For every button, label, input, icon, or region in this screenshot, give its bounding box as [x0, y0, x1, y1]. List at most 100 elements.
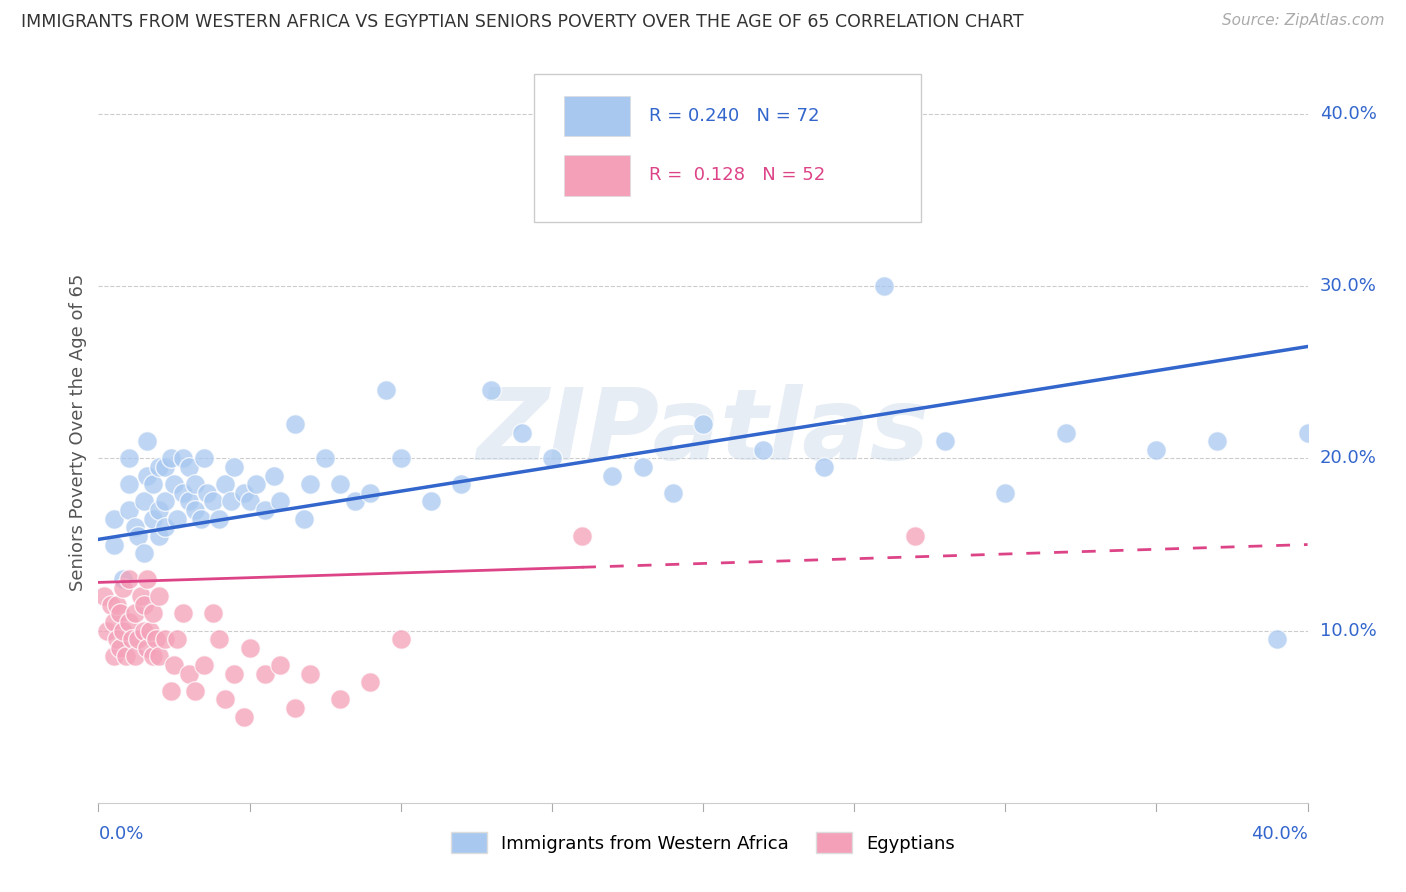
Point [420, 494, 443, 508]
Point [148, 460, 170, 475]
Point [132, 624, 155, 638]
Point [172, 607, 194, 621]
Point [148, 529, 170, 543]
Point [103, 537, 125, 551]
Point [103, 649, 125, 664]
Point [118, 477, 141, 491]
Point [1144, 442, 1167, 457]
Point [284, 417, 307, 431]
Point [179, 666, 201, 681]
Text: 40.0%: 40.0% [1320, 105, 1376, 123]
Point [994, 486, 1017, 500]
Point [571, 193, 593, 207]
Point [602, 468, 624, 483]
Point [873, 279, 896, 293]
Point [1206, 434, 1229, 449]
Point [184, 477, 207, 491]
Point [195, 486, 218, 500]
Point [153, 632, 176, 647]
Point [135, 434, 157, 449]
Point [299, 477, 322, 491]
Text: R = 0.240   N = 72: R = 0.240 N = 72 [648, 107, 820, 125]
Point [118, 503, 141, 517]
Text: 10.0%: 10.0% [1320, 622, 1376, 640]
Point [153, 520, 176, 534]
Point [172, 451, 194, 466]
Point [193, 658, 215, 673]
Point [299, 666, 322, 681]
Legend: Immigrants from Western Africa, Egyptians: Immigrants from Western Africa, Egyptian… [443, 825, 963, 861]
Point [510, 425, 533, 440]
Point [127, 632, 149, 647]
Point [148, 589, 170, 603]
Point [245, 477, 267, 491]
Point [752, 442, 775, 457]
Point [124, 607, 146, 621]
Point [284, 701, 307, 715]
Point [132, 598, 155, 612]
Point [148, 503, 170, 517]
Point [118, 572, 141, 586]
Point [142, 607, 165, 621]
Point [132, 494, 155, 508]
Y-axis label: Seniors Poverty Over the Age of 65: Seniors Poverty Over the Age of 65 [69, 274, 87, 591]
Point [208, 512, 231, 526]
Point [105, 632, 128, 647]
Point [540, 451, 562, 466]
Text: 20.0%: 20.0% [1320, 450, 1376, 467]
Text: Source: ZipAtlas.com: Source: ZipAtlas.com [1222, 13, 1385, 29]
Point [224, 460, 246, 475]
Point [166, 632, 188, 647]
Point [202, 494, 225, 508]
Point [127, 529, 149, 543]
Point [139, 624, 162, 638]
Point [661, 486, 683, 500]
Point [163, 658, 186, 673]
Point [103, 512, 125, 526]
Point [129, 589, 152, 603]
Text: 40.0%: 40.0% [1251, 825, 1308, 843]
Point [389, 451, 412, 466]
Point [202, 607, 225, 621]
Point [1267, 632, 1289, 647]
Point [232, 709, 254, 723]
Point [111, 581, 134, 595]
Point [232, 486, 254, 500]
Point [124, 520, 146, 534]
Point [118, 451, 141, 466]
Point [148, 649, 170, 664]
FancyBboxPatch shape [564, 95, 630, 136]
Point [934, 434, 956, 449]
Point [132, 546, 155, 560]
Text: 0.0%: 0.0% [98, 825, 143, 843]
Point [163, 477, 186, 491]
Point [450, 477, 472, 491]
Point [121, 632, 143, 647]
Point [142, 477, 165, 491]
Point [135, 468, 157, 483]
Point [239, 494, 262, 508]
Point [374, 383, 396, 397]
Point [108, 607, 131, 621]
Point [221, 494, 243, 508]
Point [114, 649, 136, 664]
Point [360, 675, 382, 690]
Point [172, 486, 194, 500]
Point [193, 451, 215, 466]
Point [692, 417, 714, 431]
Point [111, 572, 134, 586]
Point [631, 460, 654, 475]
Point [93, 589, 115, 603]
Point [904, 529, 927, 543]
Point [111, 624, 134, 638]
Point [160, 684, 183, 698]
Point [124, 649, 146, 664]
Point [179, 460, 201, 475]
Point [253, 503, 276, 517]
Point [142, 512, 165, 526]
FancyBboxPatch shape [534, 73, 921, 221]
Point [329, 692, 352, 706]
Point [105, 598, 128, 612]
Point [360, 486, 382, 500]
Point [292, 512, 315, 526]
